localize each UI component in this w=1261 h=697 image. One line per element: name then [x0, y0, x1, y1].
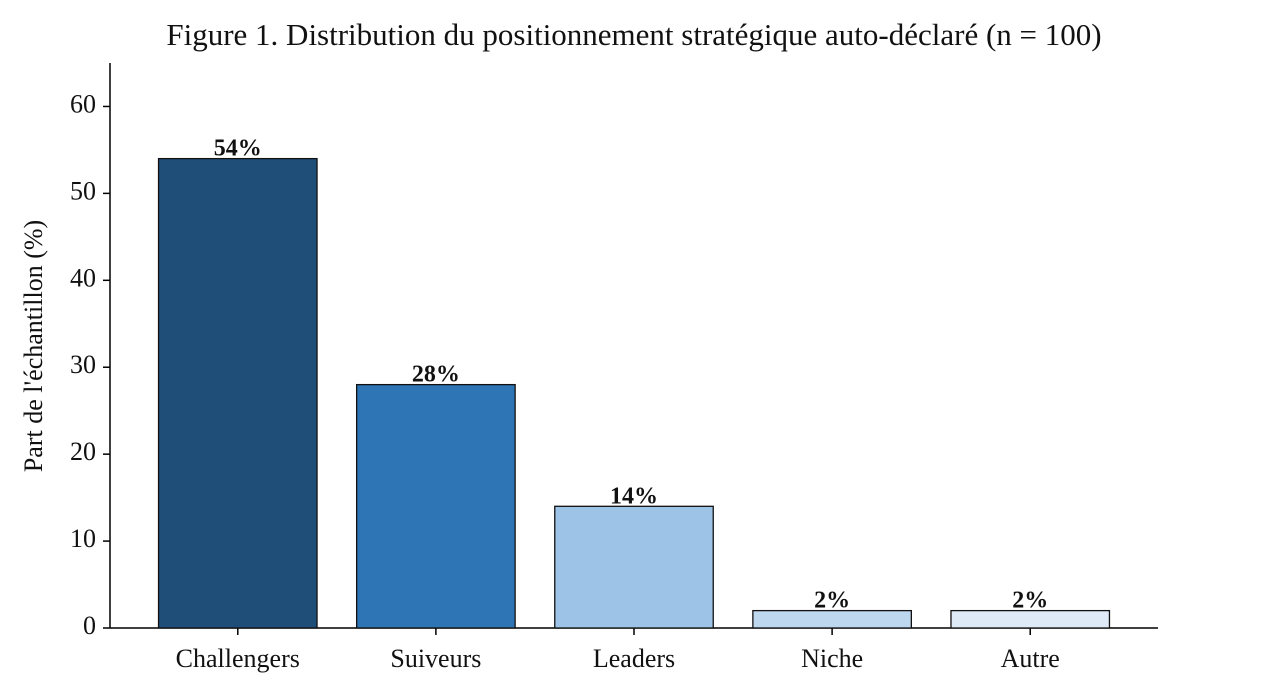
- y-tick-label: 30: [70, 350, 96, 379]
- y-tick-label: 50: [70, 176, 96, 205]
- x-tick-label: Niche: [801, 644, 863, 673]
- x-tick-label: Suiveurs: [390, 644, 481, 673]
- value-label: 14%: [610, 483, 658, 509]
- y-tick-label: 20: [70, 437, 96, 466]
- value-label: 2%: [1012, 588, 1048, 614]
- x-tick-label: Leaders: [593, 644, 675, 673]
- y-tick-label: 0: [83, 611, 96, 640]
- bar: [355, 383, 516, 629]
- bar: [157, 157, 318, 629]
- bar: [554, 505, 714, 629]
- value-label: 2%: [814, 588, 850, 614]
- bar: [752, 609, 913, 629]
- y-tick-label: 40: [70, 263, 96, 292]
- y-tick-label: 60: [70, 89, 96, 118]
- x-tick-label: Autre: [1001, 644, 1060, 673]
- bar: [950, 609, 1111, 629]
- y-tick-label: 10: [70, 524, 96, 553]
- chart-title: Figure 1. Distribution du positionnement…: [166, 17, 1101, 52]
- y-axis-label: Part de l'échantillon (%): [19, 220, 48, 472]
- value-label: 54%: [214, 136, 262, 162]
- x-tick-label: Challengers: [176, 644, 300, 673]
- value-label: 28%: [412, 362, 460, 388]
